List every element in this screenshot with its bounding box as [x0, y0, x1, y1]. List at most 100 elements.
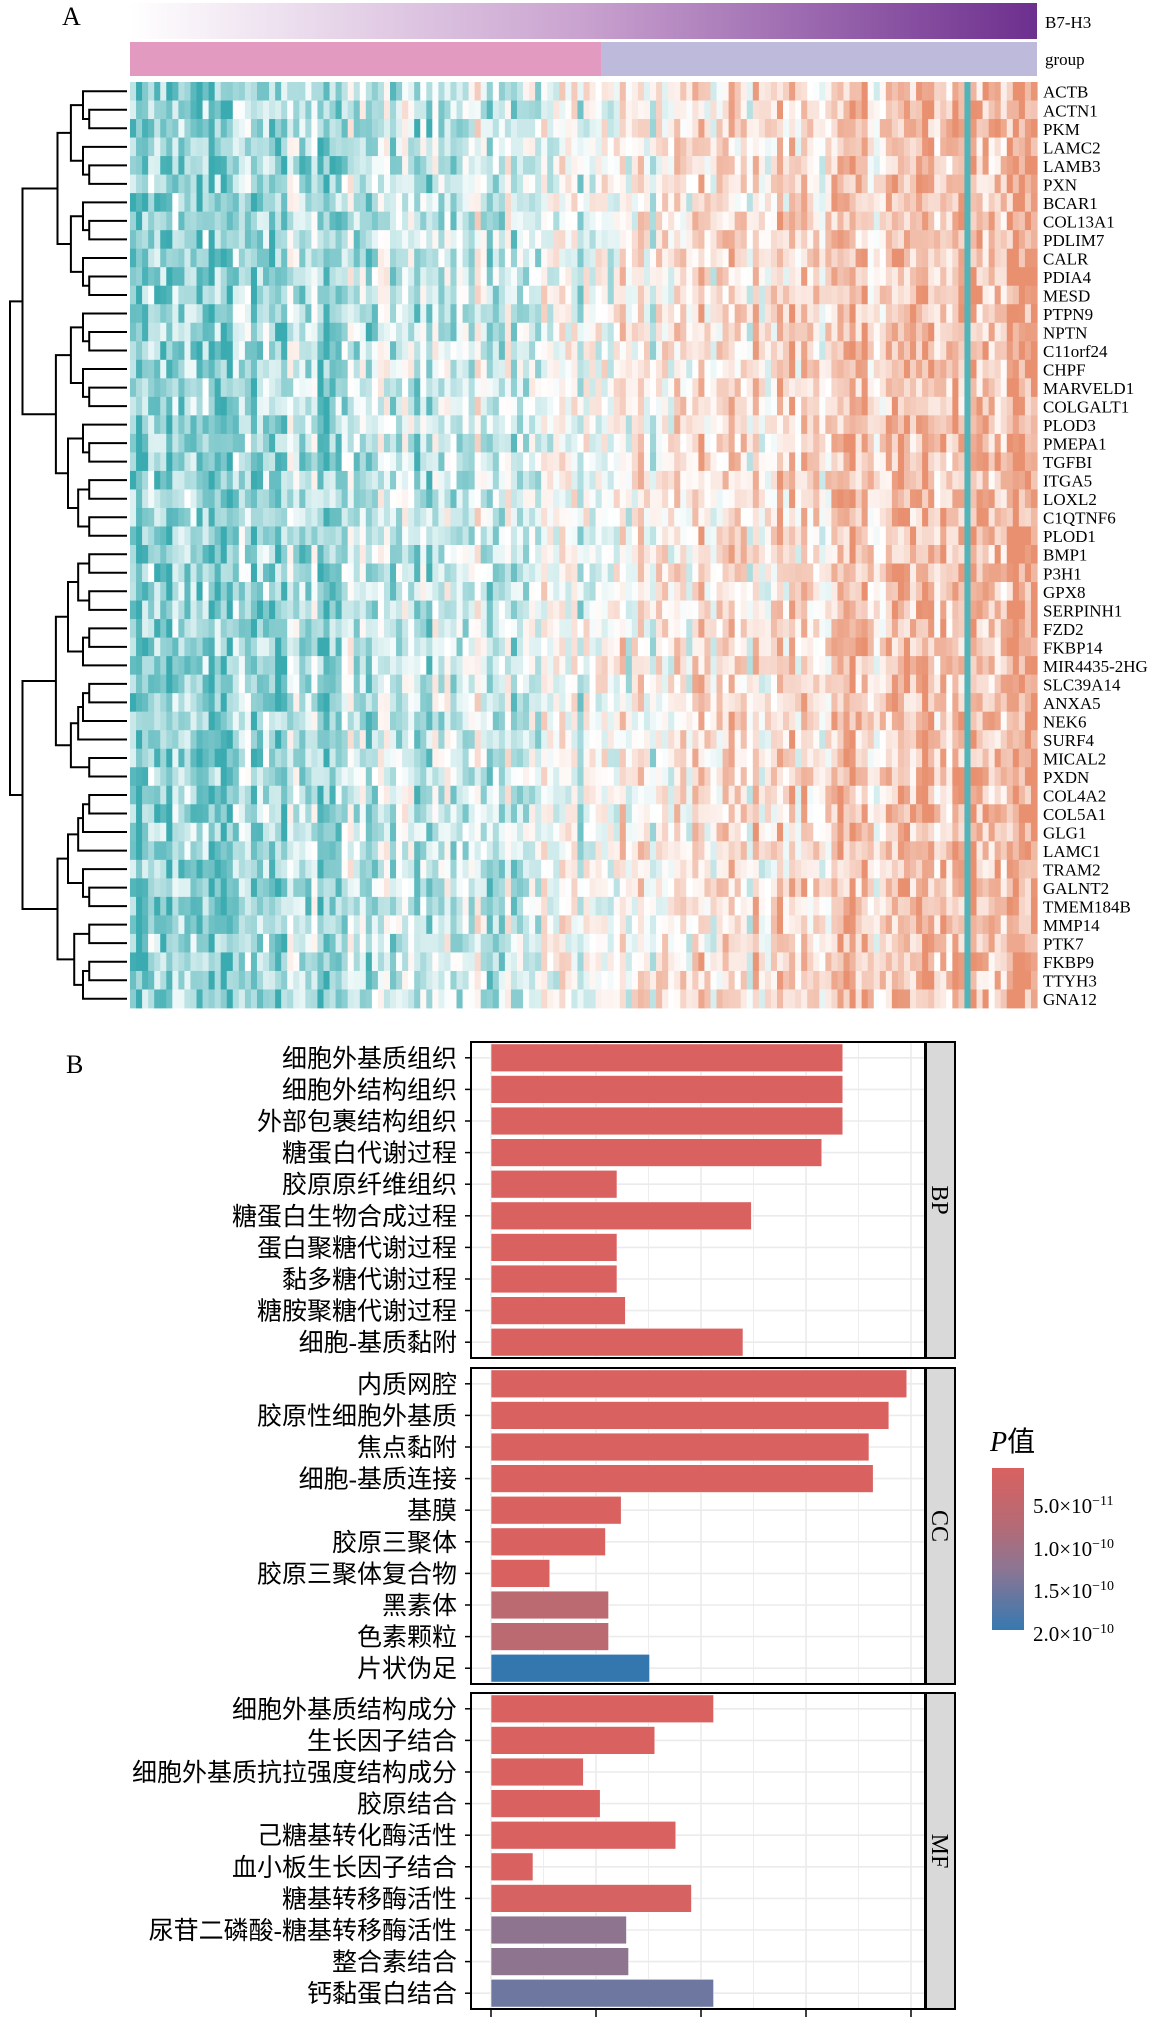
- heatmap-cell: [662, 637, 669, 657]
- heatmap-cell: [541, 193, 548, 213]
- heatmap-cell: [813, 100, 820, 120]
- heatmap-cell: [583, 637, 591, 657]
- heatmap-cell: [414, 156, 421, 175]
- heatmap-cell: [583, 156, 591, 175]
- heatmap-cell: [263, 82, 270, 101]
- heatmap-cell: [347, 582, 355, 601]
- heatmap-cell: [831, 248, 839, 268]
- heatmap-cell: [801, 433, 808, 453]
- heatmap-cell: [903, 119, 911, 138]
- heatmap-cell: [142, 211, 149, 231]
- heatmap-cell: [662, 656, 669, 676]
- heatmap-cell: [287, 230, 294, 250]
- heatmap-cell: [371, 119, 379, 138]
- heatmap-cell: [728, 322, 736, 342]
- heatmap-cell: [142, 359, 149, 379]
- heatmap-cell: [335, 415, 343, 435]
- heatmap-cell: [541, 322, 548, 342]
- heatmap-cell: [486, 82, 494, 101]
- heatmap-cell: [601, 100, 609, 120]
- heatmap-cell: [438, 674, 446, 694]
- heatmap-cell: [988, 100, 996, 120]
- heatmap-cell: [849, 285, 857, 305]
- heatmap-cell: [758, 100, 766, 120]
- heatmap-cell: [208, 156, 216, 175]
- heatmap-cell: [329, 230, 337, 250]
- heatmap-cell: [184, 489, 192, 509]
- heatmap-cell: [789, 507, 796, 527]
- heatmap-cell: [281, 359, 288, 379]
- heatmap-cell: [770, 119, 778, 138]
- heatmap-cell: [928, 470, 935, 490]
- heatmap-cell: [916, 285, 923, 305]
- heatmap-cell: [426, 656, 433, 676]
- heatmap-cell: [583, 545, 591, 564]
- heatmap-cell: [281, 82, 288, 101]
- heatmap-cell: [698, 119, 706, 138]
- heatmap-cell: [619, 656, 627, 676]
- heatmap-cell: [523, 526, 530, 546]
- heatmap-cell: [256, 396, 264, 416]
- heatmap-cell: [873, 119, 881, 138]
- heatmap-cell: [879, 174, 887, 194]
- heatmap-cell: [130, 452, 137, 472]
- heatmap-cell: [994, 359, 1002, 379]
- heatmap-cell: [480, 359, 488, 379]
- heatmap-cell: [178, 322, 186, 342]
- heatmap-cell: [758, 545, 766, 564]
- heatmap-cell: [142, 193, 149, 213]
- heatmap-cell: [698, 156, 706, 175]
- heatmap-cell: [516, 156, 524, 175]
- heatmap-cell: [680, 563, 687, 583]
- heatmap-cell: [982, 267, 990, 287]
- heatmap-cell: [710, 674, 718, 694]
- heatmap-cell: [952, 470, 959, 490]
- heatmap-cell: [607, 341, 615, 361]
- heatmap-cell: [438, 211, 446, 231]
- heatmap-cell: [861, 600, 869, 620]
- heatmap-cell: [166, 211, 173, 231]
- heatmap-cell: [154, 174, 161, 194]
- heatmap-cell: [426, 267, 433, 287]
- heatmap-cell: [196, 174, 204, 194]
- heatmap-cell: [523, 322, 530, 342]
- heatmap-cell: [250, 582, 258, 601]
- heatmap-cell: [885, 359, 893, 379]
- heatmap-cell: [601, 82, 609, 101]
- heatmap-cell: [843, 433, 851, 453]
- heatmap-cell: [631, 433, 639, 453]
- heatmap-cell: [541, 119, 548, 138]
- heatmap-cell: [390, 174, 397, 194]
- heatmap-cell: [535, 600, 542, 620]
- heatmap-cell: [571, 322, 579, 342]
- heatmap-cell: [390, 211, 397, 231]
- heatmap-cell: [498, 545, 506, 564]
- heatmap-cell: [952, 452, 959, 472]
- heatmap-cell: [468, 211, 476, 231]
- heatmap-cell: [154, 211, 161, 231]
- heatmap-cell: [553, 304, 560, 324]
- heatmap-cell: [523, 637, 530, 657]
- heatmap-cell: [335, 545, 343, 564]
- heatmap-cell: [867, 248, 875, 268]
- heatmap-cell: [595, 656, 603, 676]
- heatmap-cell: [468, 489, 476, 509]
- heatmap-cell: [795, 637, 802, 657]
- heatmap-cell: [269, 174, 276, 194]
- heatmap-cell: [535, 230, 542, 250]
- heatmap-cell: [535, 396, 542, 416]
- heatmap-cell: [359, 156, 367, 175]
- heatmap-cell: [589, 545, 597, 564]
- heatmap-cell: [232, 619, 240, 638]
- heatmap-cell: [885, 211, 893, 231]
- heatmap-cell: [970, 507, 978, 527]
- heatmap-cell: [553, 119, 560, 138]
- heatmap-cell: [958, 174, 966, 194]
- heatmap-cell: [474, 211, 482, 231]
- heatmap-cell: [692, 119, 699, 138]
- heatmap-cell: [414, 174, 421, 194]
- heatmap-cell: [420, 267, 427, 287]
- heatmap-cell: [1000, 470, 1008, 490]
- heatmap-cell: [595, 359, 603, 379]
- heatmap-cell: [885, 433, 893, 453]
